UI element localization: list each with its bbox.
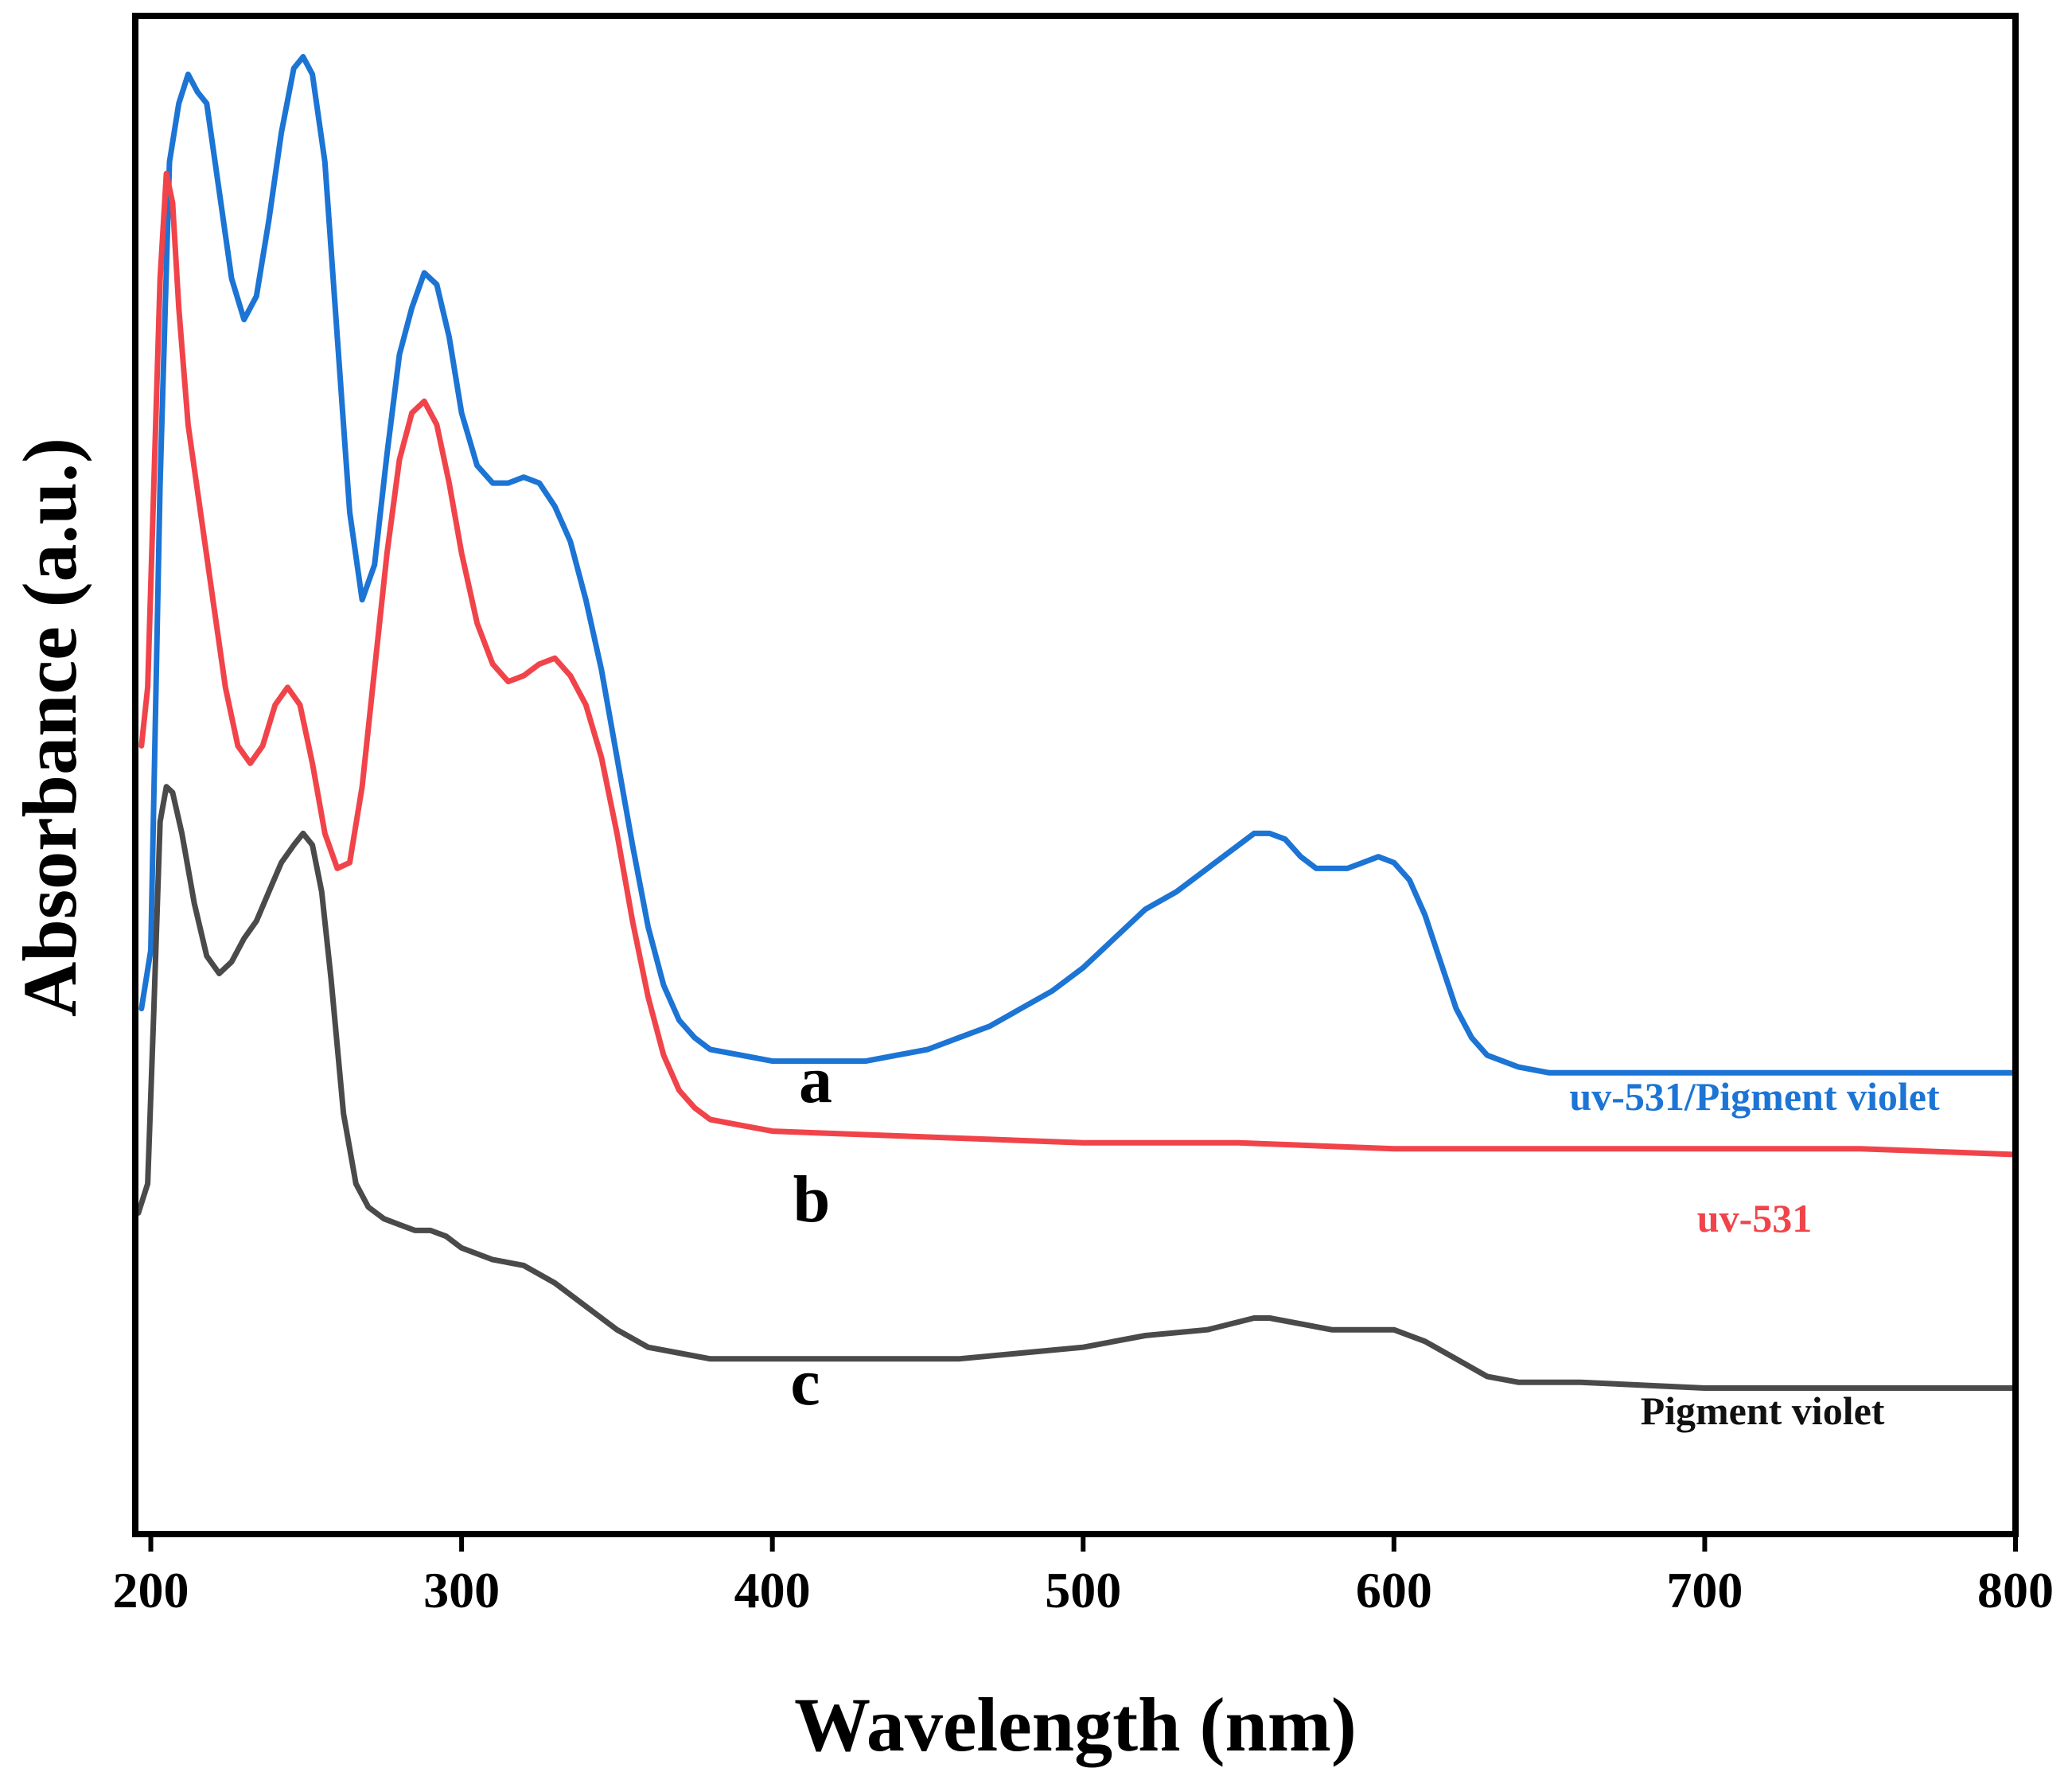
x-tick-label: 800 xyxy=(1977,1562,2054,1618)
x-tick-labels-group: 200 300 400 500 600 700 800 xyxy=(113,1562,2054,1618)
y-axis-title: Absorbance (a.u.) xyxy=(7,438,92,1017)
curve-letter-c: c xyxy=(790,1345,820,1419)
x-tick-label: 600 xyxy=(1356,1562,1432,1618)
x-tick-label: 300 xyxy=(423,1562,500,1618)
curve-labels-group: a uv-531/Pigment violet b uv-531 c Pigment vi… xyxy=(790,1043,1940,1433)
series-line-a xyxy=(138,53,2019,1076)
series-line-b xyxy=(138,170,2019,1158)
series-name-c: Pigment violet xyxy=(1641,1388,1885,1433)
curve-letter-a: a xyxy=(799,1043,832,1117)
curves-group xyxy=(135,53,2019,1391)
x-tick-label: 400 xyxy=(734,1562,811,1618)
curve-letter-b: b xyxy=(793,1162,831,1236)
series-line-c xyxy=(135,784,2019,1391)
x-axis-title: Wavelength (nm) xyxy=(794,1682,1357,1767)
series-name-b: uv-531 xyxy=(1697,1196,1812,1240)
x-tick-label: 200 xyxy=(113,1562,189,1618)
series-name-a: uv-531/Pigment violet xyxy=(1569,1074,1940,1119)
x-tick-label: 500 xyxy=(1045,1562,1121,1618)
plot-frame xyxy=(132,13,2019,1537)
x-tick-label: 700 xyxy=(1666,1562,1743,1618)
